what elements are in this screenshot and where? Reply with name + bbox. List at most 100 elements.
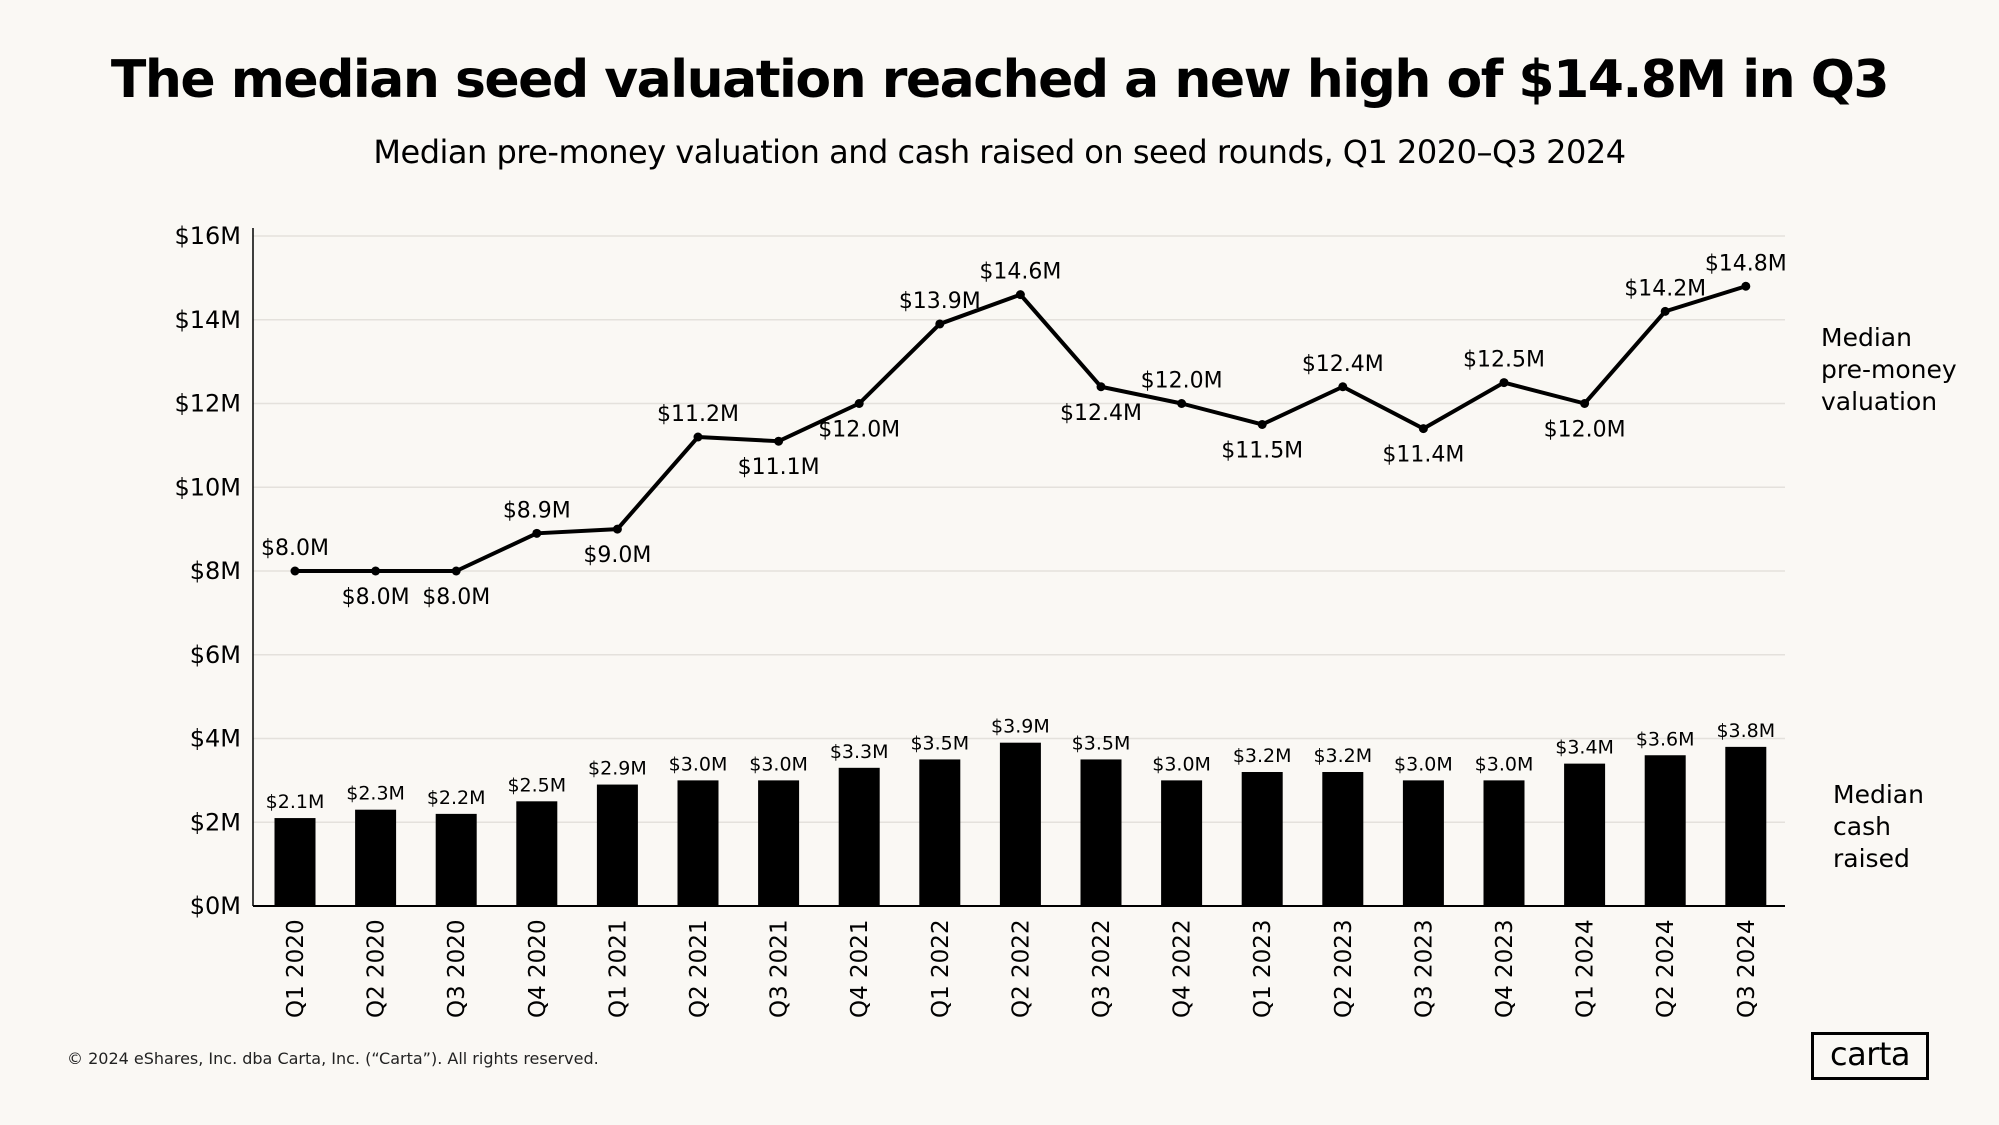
bar bbox=[1161, 780, 1203, 906]
x-category-label: Q2 2020 bbox=[364, 919, 390, 1018]
valuation-value-label: $11.4M bbox=[1382, 443, 1464, 468]
valuation-point bbox=[693, 432, 703, 442]
valuation-value-label: $8.0M bbox=[342, 585, 410, 610]
valuation-value-label: $8.9M bbox=[503, 498, 571, 523]
legend-cash: Median cash raised bbox=[1833, 779, 1924, 875]
valuation-value-label: $14.2M bbox=[1624, 276, 1706, 301]
bar bbox=[1483, 780, 1525, 906]
y-tick-label: $10M bbox=[174, 473, 241, 501]
valuation-value-label: $12.4M bbox=[1060, 401, 1142, 426]
chart-subtitle: Median pre-money valuation and cash rais… bbox=[373, 133, 1626, 171]
x-category-label: Q3 2023 bbox=[1411, 919, 1437, 1018]
legend-cash-line-3: raised bbox=[1833, 844, 1910, 873]
legend-valuation-line-1: Median bbox=[1821, 323, 1912, 352]
bar bbox=[919, 759, 961, 906]
legend-cash-line-2: cash bbox=[1833, 812, 1891, 841]
valuation-value-label: $8.0M bbox=[422, 585, 490, 610]
y-tick-label: $16M bbox=[174, 222, 241, 250]
bar-value-label: $3.6M bbox=[1636, 728, 1695, 750]
bar-value-label: $2.1M bbox=[266, 791, 325, 813]
bar bbox=[838, 767, 880, 906]
bar bbox=[596, 784, 638, 906]
x-category-label: Q4 2020 bbox=[525, 919, 551, 1018]
valuation-value-label: $12.4M bbox=[1302, 352, 1384, 377]
bar-value-label: $2.9M bbox=[588, 758, 647, 780]
bar-value-label: $3.5M bbox=[1072, 732, 1131, 754]
valuation-line bbox=[295, 284, 1747, 573]
valuation-value-label: $8.0M bbox=[261, 536, 329, 561]
y-tick-label: $4M bbox=[190, 725, 241, 753]
x-category-label: Q3 2020 bbox=[444, 919, 470, 1018]
legend-valuation: Median pre-money valuation bbox=[1821, 322, 1957, 418]
valuation-value-label: $9.0M bbox=[583, 543, 651, 568]
valuation-point bbox=[451, 566, 461, 576]
bar-value-label: $3.2M bbox=[1313, 745, 1372, 767]
bar-value-label: $3.0M bbox=[1475, 753, 1534, 775]
bar bbox=[1402, 780, 1444, 906]
x-category-label: Q1 2022 bbox=[928, 919, 954, 1018]
valuation-point bbox=[774, 436, 784, 446]
y-tick-label: $14M bbox=[174, 306, 241, 334]
valuation-value-label: $12.0M bbox=[1141, 369, 1223, 394]
valuation-point bbox=[1338, 382, 1348, 392]
x-category-label: Q1 2024 bbox=[1573, 919, 1599, 1018]
x-category-label: Q4 2021 bbox=[847, 919, 873, 1018]
y-tick-label: $2M bbox=[190, 808, 241, 836]
bar bbox=[1080, 759, 1122, 906]
carta-logo: carta bbox=[1811, 1032, 1929, 1080]
valuation-value-label: $11.2M bbox=[657, 402, 739, 427]
legend-cash-line-1: Median bbox=[1833, 780, 1924, 809]
valuation-value-label: $14.6M bbox=[979, 260, 1061, 285]
bar bbox=[355, 809, 397, 906]
x-category-label: Q2 2024 bbox=[1653, 919, 1679, 1018]
x-category-label: Q2 2022 bbox=[1008, 919, 1034, 1018]
x-category-label: Q3 2024 bbox=[1734, 919, 1760, 1018]
x-category-label: Q3 2021 bbox=[767, 919, 793, 1018]
bar-value-label: $3.0M bbox=[1394, 753, 1453, 775]
valuation-value-label: $12.0M bbox=[1544, 418, 1626, 443]
valuation-value-label: $12.5M bbox=[1463, 348, 1545, 373]
x-category-label: Q2 2021 bbox=[686, 919, 712, 1018]
bar bbox=[1322, 772, 1364, 906]
bar bbox=[758, 780, 800, 906]
valuation-value-label: $12.0M bbox=[818, 418, 900, 443]
y-tick-label: $8M bbox=[190, 557, 241, 585]
x-category-label: Q1 2020 bbox=[283, 919, 309, 1018]
valuation-point bbox=[1257, 419, 1267, 429]
valuation-point bbox=[935, 319, 945, 329]
valuation-value-label: $13.9M bbox=[899, 289, 981, 314]
bar-value-label: $2.2M bbox=[427, 787, 486, 809]
valuation-point bbox=[371, 566, 381, 576]
legend-valuation-line-3: valuation bbox=[1821, 387, 1938, 416]
bar-value-label: $3.2M bbox=[1233, 745, 1292, 767]
x-category-label: Q2 2023 bbox=[1331, 919, 1357, 1018]
bar bbox=[1644, 755, 1686, 906]
legend-valuation-line-2: pre-money bbox=[1821, 355, 1957, 384]
bar-value-label: $3.0M bbox=[669, 753, 728, 775]
valuation-point bbox=[1418, 424, 1428, 434]
bar bbox=[1564, 763, 1606, 906]
bar bbox=[999, 742, 1041, 906]
chart-title: The median seed valuation reached a new … bbox=[110, 50, 1890, 110]
bar bbox=[1725, 746, 1767, 906]
valuation-point bbox=[612, 524, 622, 534]
bar bbox=[274, 818, 316, 906]
bar-value-label: $3.4M bbox=[1555, 737, 1614, 759]
bar-value-label: $2.3M bbox=[346, 783, 405, 805]
valuation-value-label: $11.1M bbox=[738, 455, 820, 480]
valuation-point bbox=[290, 566, 300, 576]
bar-value-label: $3.3M bbox=[830, 741, 889, 763]
valuation-point bbox=[854, 399, 864, 408]
valuation-value-label: $11.5M bbox=[1221, 438, 1303, 463]
valuation-point bbox=[1015, 290, 1025, 300]
x-category-label: Q4 2023 bbox=[1492, 919, 1518, 1018]
valuation-point bbox=[1741, 281, 1751, 291]
bar bbox=[516, 801, 558, 906]
y-tick-label: $12M bbox=[174, 390, 241, 418]
y-tick-label: $0M bbox=[190, 892, 241, 920]
valuation-point bbox=[1580, 399, 1590, 408]
bar-value-label: $3.5M bbox=[910, 732, 969, 754]
valuation-point bbox=[1660, 306, 1670, 316]
bar bbox=[435, 813, 477, 906]
